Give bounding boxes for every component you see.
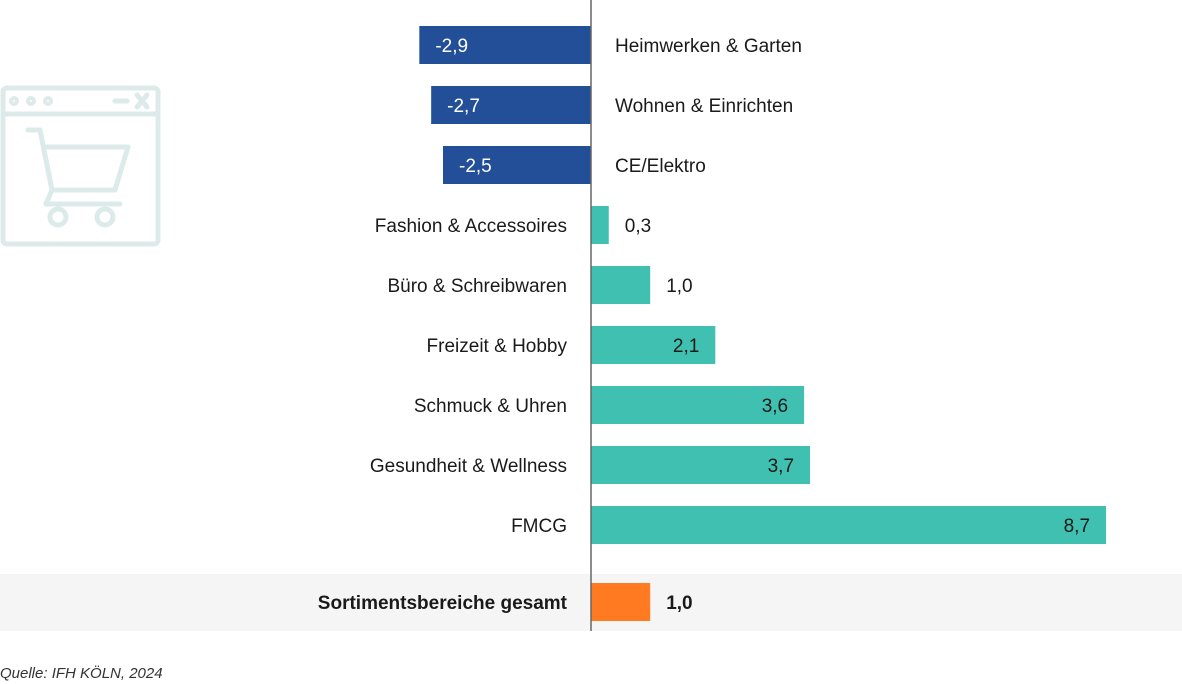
- source-note: Quelle: IFH KÖLN, 2024: [0, 665, 163, 682]
- bar-5: [591, 326, 716, 364]
- category-label-4: Büro & Schreibwaren: [387, 276, 567, 297]
- bar-7: [591, 446, 811, 484]
- category-label-1: Wohnen & Einrichten: [615, 96, 793, 117]
- bar-3: [591, 206, 609, 244]
- total-category-label: Sortimentsbereiche gesamt: [318, 593, 568, 614]
- category-label-8: FMCG: [511, 516, 567, 537]
- bar-1: [431, 86, 591, 124]
- value-label-8: 8,7: [1064, 516, 1090, 537]
- value-label-1: -2,7: [447, 96, 480, 117]
- total-value-label: 1,0: [666, 593, 692, 614]
- bar-8: [591, 506, 1107, 544]
- value-label-7: 3,7: [768, 456, 794, 477]
- category-label-0: Heimwerken & Garten: [615, 36, 802, 57]
- value-label-4: 1,0: [666, 276, 692, 297]
- bar-6: [591, 386, 805, 424]
- category-label-5: Freizeit & Hobby: [427, 336, 568, 357]
- value-label-2: -2,5: [459, 156, 492, 177]
- value-label-0: -2,9: [435, 36, 468, 57]
- bar-total: [591, 583, 651, 621]
- category-label-2: CE/Elektro: [615, 156, 706, 177]
- category-label-3: Fashion & Accessoires: [375, 216, 567, 237]
- value-label-3: 0,3: [625, 216, 651, 237]
- category-label-6: Schmuck & Uhren: [414, 396, 567, 417]
- bar-2: [443, 146, 591, 184]
- bar-4: [591, 266, 651, 304]
- category-label-7: Gesundheit & Wellness: [370, 456, 567, 477]
- shopping-cart-browser-icon: [0, 85, 161, 247]
- bar-0: [419, 26, 591, 64]
- value-label-6: 3,6: [762, 396, 788, 417]
- value-label-5: 2,1: [673, 336, 699, 357]
